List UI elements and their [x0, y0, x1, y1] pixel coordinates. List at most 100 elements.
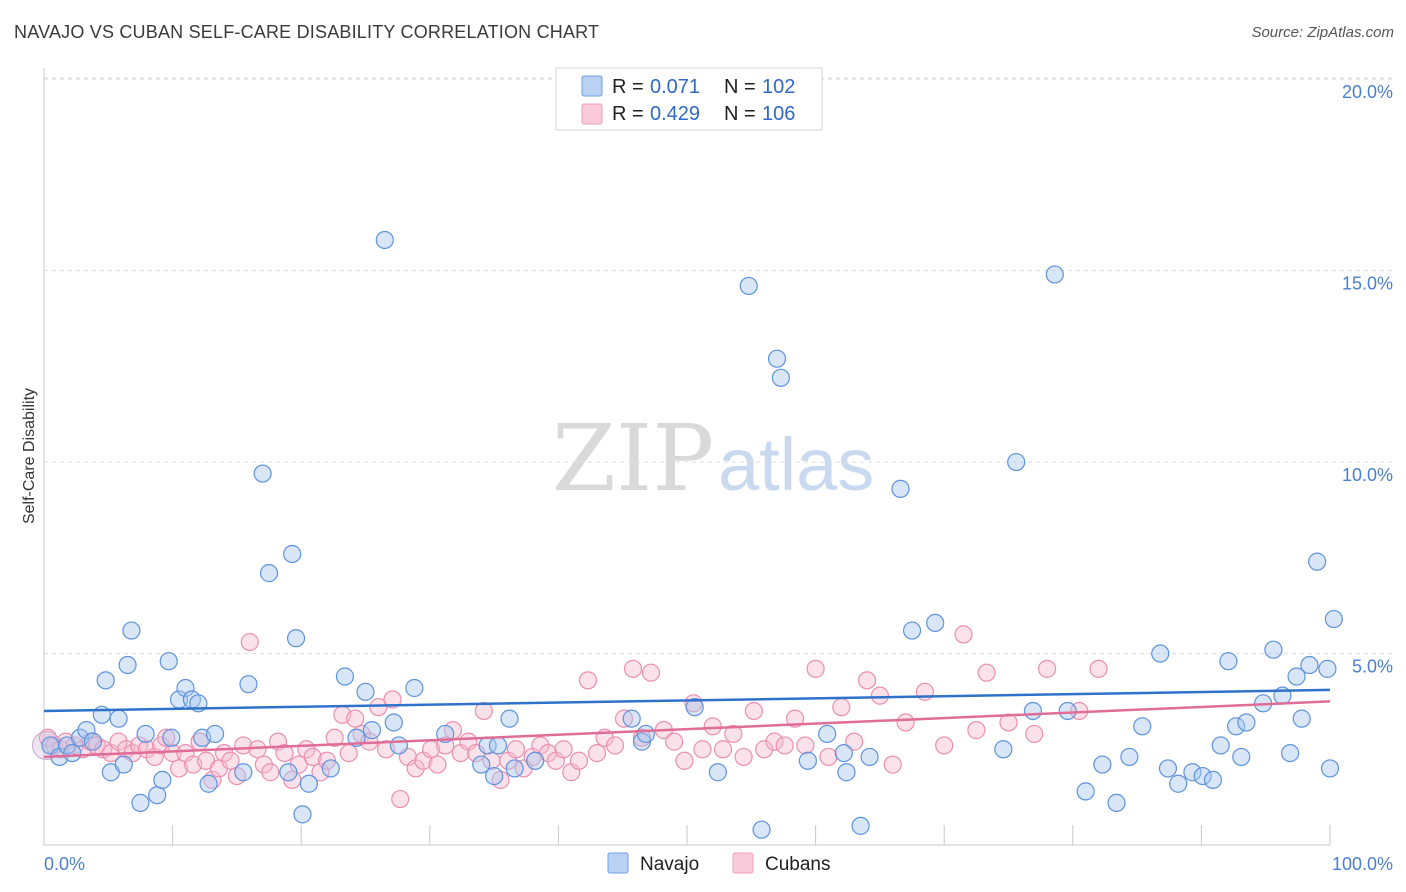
navajo-point [1107, 793, 1126, 812]
cubans-point-cluster [32, 730, 62, 760]
y-tick-labels: 5.0% 10.0% 15.0% 20.0% [1342, 82, 1393, 676]
cubans-point [289, 755, 308, 774]
navajo-point [837, 763, 856, 782]
cubans-point [221, 751, 240, 770]
watermark-zip: ZIP [552, 405, 714, 512]
navajo-point [1300, 655, 1319, 675]
correlation-legend: R = 0.071 N = 102 R = 0.429 N = 106 [555, 67, 823, 131]
series-navajo-points [41, 230, 1343, 839]
navajo-point [131, 793, 150, 812]
navajo-point [1158, 759, 1178, 778]
navajo-point [505, 759, 524, 778]
navajo-point [77, 721, 96, 740]
cubans-point [587, 743, 607, 763]
x-tick-label-max: 100.0% [1332, 854, 1393, 874]
navajo-point [1227, 717, 1246, 736]
navajo-point [199, 774, 218, 793]
series-legend: Navajo Cubans [607, 852, 831, 875]
navajo-point [1093, 755, 1112, 774]
legend-swatch-cubans [581, 103, 603, 125]
navajo-point [1120, 747, 1139, 767]
navajo-point [1320, 759, 1340, 778]
navajo-point [926, 613, 945, 633]
navajo-point [1076, 782, 1095, 801]
navajo-point [767, 349, 787, 368]
cubans-trend-line [43, 700, 1331, 759]
cubans-point [896, 713, 915, 732]
legend-n-value-navajo: 102 [762, 76, 795, 98]
navajo-point [293, 805, 312, 824]
navajo-point [1292, 709, 1311, 728]
cubans-point [883, 755, 902, 774]
watermark-atlas: atlas [718, 423, 874, 506]
navajo-point [685, 698, 704, 717]
navajo-point [1281, 743, 1300, 763]
navajo-point [1193, 766, 1212, 786]
cubans-point [506, 740, 526, 759]
cubans-point [383, 690, 402, 709]
navajo-point [708, 763, 727, 782]
cubans-point [428, 755, 447, 774]
navajo-point [205, 724, 225, 744]
navajo-point [1151, 644, 1170, 663]
cubans-point [755, 740, 774, 759]
cubans-point [346, 709, 365, 728]
cubans-point [605, 736, 625, 755]
cubans-point [1089, 659, 1108, 678]
navajo-point [259, 564, 279, 583]
x-tick-marks [172, 825, 1331, 845]
navajo-point [472, 755, 491, 774]
navajo-point [902, 621, 922, 640]
cubans-point [554, 740, 573, 759]
navajo-point [176, 678, 195, 698]
cubans-point [693, 740, 712, 759]
cubans-point [641, 663, 661, 682]
navajo-point [1211, 736, 1230, 755]
navajo-point [279, 763, 298, 782]
navajo-point [485, 766, 504, 786]
navajo-point [1045, 265, 1064, 284]
cubans-point [474, 701, 493, 721]
chart-title: NAVAJO VS CUBAN SELF-CARE DISABILITY COR… [14, 22, 600, 42]
y-tick-label: 20.0% [1342, 82, 1393, 102]
navajo-point [1169, 774, 1188, 793]
navajo-point [526, 751, 545, 770]
navajo-point [860, 747, 879, 767]
cubans-point [999, 713, 1018, 732]
cubans-point [623, 659, 643, 678]
cubans-point [163, 743, 182, 763]
navajo-point [1287, 667, 1306, 686]
navajo-point [1237, 713, 1256, 732]
navajo-point [96, 671, 115, 690]
navajo-point [851, 816, 870, 835]
cubans-point [169, 759, 189, 778]
navajo-point [818, 724, 837, 744]
y-tick-label: 10.0% [1342, 465, 1393, 485]
y-tick-label: 15.0% [1342, 274, 1393, 294]
navajo-point [834, 743, 853, 763]
cubans-point [157, 728, 176, 747]
cubans-point [614, 709, 634, 728]
series-cubans-points [32, 625, 1108, 809]
navajo-point [994, 740, 1013, 759]
cubans-point [703, 717, 722, 736]
navajo-point [162, 728, 181, 747]
cubans-point [857, 671, 877, 690]
cubans-point [311, 763, 330, 782]
cubans-point [724, 724, 743, 744]
navajo-point [109, 709, 128, 728]
navajo-point [136, 724, 155, 744]
cubans-point [935, 736, 954, 755]
trend-lines [43, 688, 1331, 759]
gridlines [44, 77, 1393, 655]
cubans-point [248, 740, 267, 759]
navajo-point [83, 732, 102, 751]
cubans-point [744, 701, 763, 721]
navajo-point [114, 755, 133, 774]
navajo-point [500, 709, 519, 728]
cubans-point [675, 751, 694, 770]
cubans-point [261, 763, 280, 782]
navajo-point [891, 479, 910, 498]
navajo-point [299, 774, 319, 793]
navajo-point [1308, 552, 1327, 571]
